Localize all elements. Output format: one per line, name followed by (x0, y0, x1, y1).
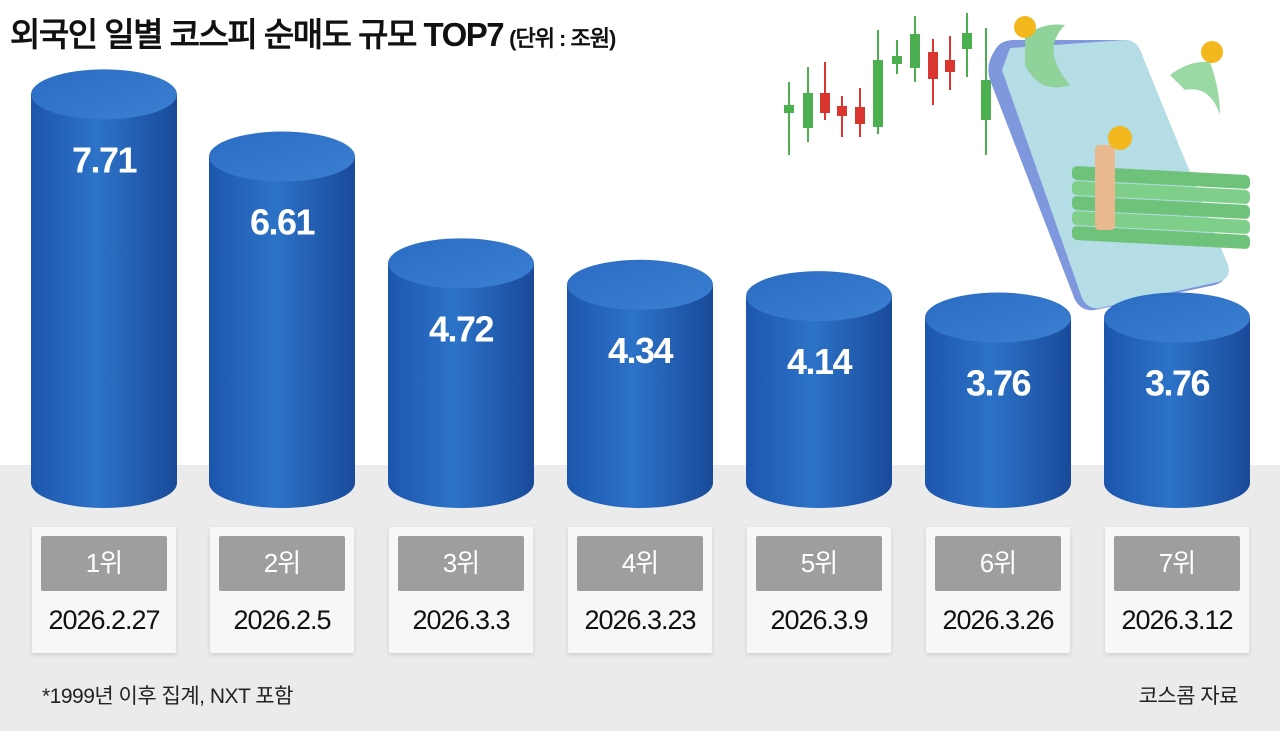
data-label: 3.76 (966, 363, 1031, 404)
bar-cylinder: 3.76 (1104, 292, 1250, 508)
data-label: 4.14 (787, 341, 853, 382)
tick-label-date: 2026.3.26 (942, 605, 1054, 635)
bar-body (1104, 317, 1250, 508)
bar-top (31, 69, 177, 120)
unit-label: (단위 : 조원) (509, 26, 616, 51)
data-label: 4.72 (429, 308, 494, 349)
bar-cylinder: 3.76 (925, 292, 1071, 508)
rank-badge: 4위 (577, 536, 703, 591)
tick-label-date: 2026.2.27 (48, 605, 160, 635)
tick-label-date: 2026.3.23 (584, 605, 696, 635)
rank-badge: 3위 (398, 536, 524, 591)
category-label-box: 7위 2026.3.12 (1105, 527, 1249, 653)
rank-badge: 2위 (219, 536, 345, 591)
candlestick-icon (784, 13, 991, 155)
category-label-box: 5위 2026.3.9 (747, 527, 891, 653)
bar-top (1104, 292, 1250, 343)
data-label: 6.61 (250, 202, 316, 243)
title-text: 외국인 일별 코스피 순매도 규모 TOP7 (10, 16, 505, 53)
data-label: 7.71 (72, 139, 138, 180)
category-label-box: 3위 2026.3.3 (389, 527, 533, 653)
category-label-box: 4위 2026.3.23 (568, 527, 712, 653)
bar-top (925, 292, 1071, 343)
bar-body (567, 284, 713, 508)
category-label-box: 6위 2026.3.26 (926, 527, 1070, 653)
tick-label-date: 2026.2.5 (233, 605, 331, 635)
bar-top (746, 271, 892, 322)
tick-label-date: 2026.3.12 (1121, 605, 1233, 635)
tick-label-date: 2026.3.9 (770, 605, 868, 635)
bar-cylinder: 6.61 (209, 131, 355, 508)
rank-badge: 7위 (1114, 536, 1240, 591)
data-label: 4.34 (608, 330, 674, 371)
bar-body (925, 317, 1071, 508)
cash-stack-icon (1072, 126, 1250, 249)
chart-title: 외국인 일별 코스피 순매도 규모 TOP7 (단위 : 조원) (10, 8, 616, 56)
category-label-box: 2위 2026.2.5 (210, 527, 354, 653)
bar-top (567, 259, 713, 310)
bar-top (388, 238, 534, 289)
bar-body (31, 94, 177, 508)
rank-badge: 5위 (756, 536, 882, 591)
rank-badge: 1위 (41, 536, 167, 591)
data-label: 3.76 (1145, 363, 1210, 404)
bar-top (209, 131, 355, 182)
bar-body (388, 263, 534, 508)
cylinder-chart: 7.71 6.61 4.72 4.34 4.14 3.76 3.76 (31, 69, 1250, 508)
bar-body (209, 156, 355, 508)
rank-badge: 6위 (935, 536, 1061, 591)
footnote: *1999년 이후 집계, NXT 포함 (42, 685, 293, 708)
bar-cylinder: 4.34 (567, 259, 713, 508)
bar-cylinder: 4.72 (388, 238, 534, 508)
bar-cylinder: 4.14 (746, 271, 892, 508)
flying-banknote-icon (1014, 16, 1223, 115)
category-label-box: 1위 2026.2.27 (32, 527, 176, 653)
tick-label-date: 2026.3.3 (412, 605, 510, 635)
source-credit: 코스콤 자료 (1138, 685, 1239, 708)
bar-cylinder: 7.71 (31, 69, 177, 508)
stock-money-illustration (784, 13, 1250, 311)
bar-body (746, 296, 892, 508)
